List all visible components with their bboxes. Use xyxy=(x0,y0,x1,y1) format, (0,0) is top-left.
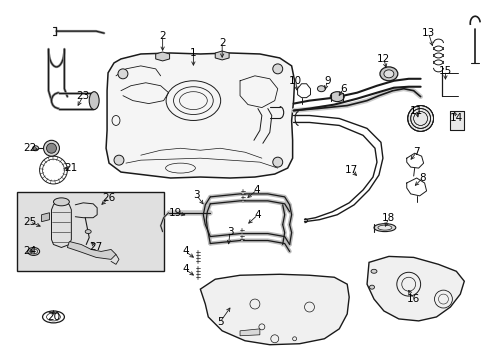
Text: 19: 19 xyxy=(168,208,182,218)
Ellipse shape xyxy=(85,230,91,234)
Ellipse shape xyxy=(53,198,69,206)
Text: 15: 15 xyxy=(438,66,451,76)
Text: 4: 4 xyxy=(182,264,188,274)
Ellipse shape xyxy=(379,67,397,81)
Ellipse shape xyxy=(33,146,39,151)
Text: 2: 2 xyxy=(159,31,165,41)
Circle shape xyxy=(46,143,56,153)
Text: 16: 16 xyxy=(406,294,420,304)
Text: 4: 4 xyxy=(253,185,260,195)
Ellipse shape xyxy=(317,86,325,92)
Text: 1: 1 xyxy=(190,48,196,58)
Text: 4: 4 xyxy=(254,210,261,220)
Polygon shape xyxy=(155,52,169,61)
Text: 14: 14 xyxy=(449,113,462,123)
Text: 4: 4 xyxy=(182,247,188,256)
Text: 7: 7 xyxy=(412,147,419,157)
Ellipse shape xyxy=(373,224,395,231)
Text: 27: 27 xyxy=(89,243,102,252)
Text: 23: 23 xyxy=(77,91,90,101)
Ellipse shape xyxy=(370,269,376,273)
Polygon shape xyxy=(215,51,229,60)
Text: 25: 25 xyxy=(23,217,36,227)
Polygon shape xyxy=(67,242,116,260)
Text: 5: 5 xyxy=(217,317,223,327)
Polygon shape xyxy=(106,53,294,178)
Polygon shape xyxy=(200,274,348,345)
Ellipse shape xyxy=(369,285,374,289)
Circle shape xyxy=(114,155,123,165)
Bar xyxy=(449,111,463,130)
Ellipse shape xyxy=(407,105,433,131)
Polygon shape xyxy=(366,256,463,321)
Text: 12: 12 xyxy=(377,54,390,64)
Ellipse shape xyxy=(89,92,99,109)
Text: 20: 20 xyxy=(47,312,60,322)
Text: 18: 18 xyxy=(382,213,395,223)
Text: 8: 8 xyxy=(418,173,425,183)
Bar xyxy=(17,192,163,271)
Text: 26: 26 xyxy=(102,193,116,203)
Text: 17: 17 xyxy=(344,165,357,175)
Text: 2: 2 xyxy=(219,38,225,48)
Text: 9: 9 xyxy=(324,76,330,86)
Text: 11: 11 xyxy=(409,105,423,116)
Text: 13: 13 xyxy=(421,28,434,38)
Text: 21: 21 xyxy=(64,163,78,173)
Text: 6: 6 xyxy=(339,84,346,94)
Ellipse shape xyxy=(377,225,391,230)
Circle shape xyxy=(118,69,128,79)
Circle shape xyxy=(272,64,282,74)
Text: 24: 24 xyxy=(23,247,36,256)
Text: 10: 10 xyxy=(288,76,302,86)
Text: 22: 22 xyxy=(23,143,36,153)
Polygon shape xyxy=(41,213,49,222)
Circle shape xyxy=(272,157,282,167)
Polygon shape xyxy=(240,329,259,336)
Text: 3: 3 xyxy=(226,226,233,237)
Text: 3: 3 xyxy=(193,190,199,200)
Circle shape xyxy=(43,140,60,156)
Ellipse shape xyxy=(383,70,393,78)
Ellipse shape xyxy=(330,92,344,102)
